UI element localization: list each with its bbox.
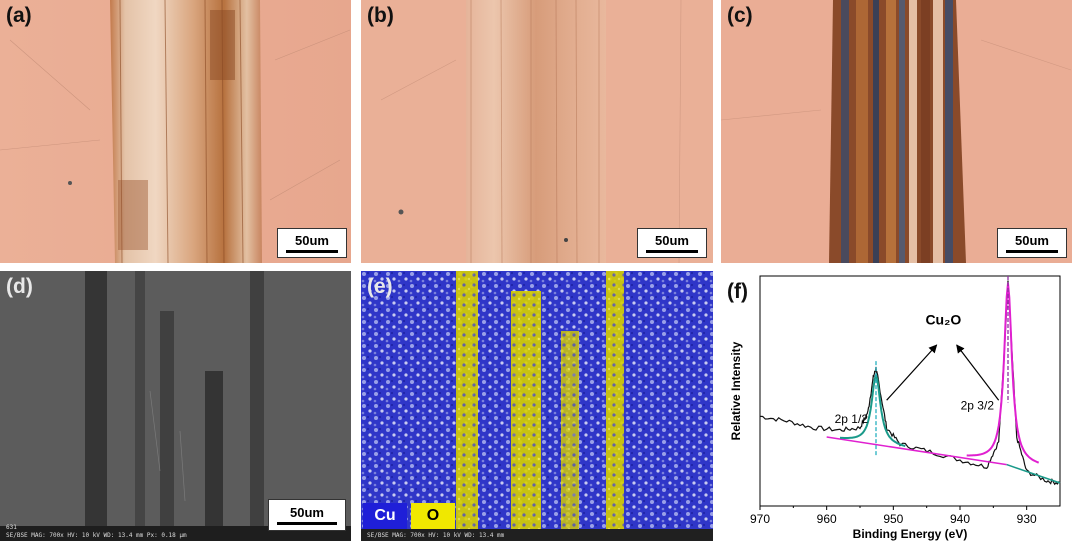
panel-b-optical-micrograph: (b) 50um	[361, 0, 713, 263]
panel-d-scale-line	[277, 521, 337, 525]
panel-b-scale-bar: 50um	[637, 228, 707, 258]
panel-a-optical-micrograph: (a) 50um	[0, 0, 351, 263]
panel-c-optical-micrograph: (c) 50um	[721, 0, 1072, 263]
background-line-teal	[1006, 463, 1061, 484]
legend-o-chip: O	[411, 503, 455, 529]
panel-c-scale-bar: 50um	[997, 228, 1067, 258]
panel-f-xps-chart: 970 960 950 940 930 Binding Energy (eV) Relati…	[721, 266, 1072, 541]
annotation-compound: Cu₂O	[925, 311, 961, 327]
panel-c-image	[721, 0, 1072, 263]
panel-d-label: (d)	[6, 275, 33, 298]
arrow-peak1	[886, 344, 938, 401]
panel-d-info-params: SE/BSE MAG: 700x HV: 10 kV WD: 13.4 mm P…	[6, 532, 187, 539]
x-tick-label: 950	[883, 512, 903, 526]
x-tick-label: 940	[950, 512, 970, 526]
fit-peak-2p12	[839, 372, 906, 448]
panel-e-label: (e)	[367, 275, 393, 298]
panel-a-image	[0, 0, 351, 263]
arrow-peak2	[956, 344, 1000, 401]
panel-b-image	[361, 0, 713, 263]
x-tick-label: 960	[817, 512, 837, 526]
panel-b-label: (b)	[367, 4, 394, 27]
panel-b-scale-line	[646, 249, 698, 253]
background-line-magenta	[826, 436, 1007, 466]
panel-c-scale-line	[1006, 249, 1058, 253]
plot-frame	[759, 275, 1061, 507]
panel-e-image	[361, 271, 713, 541]
panel-c-label: (c)	[727, 4, 753, 27]
legend-cu-chip: Cu	[363, 503, 407, 529]
y-axis-label: Relative Intensity	[729, 341, 743, 440]
panel-e-eds-map: (e) Cu O SE/BSE MAG: 700x HV: 10 kV WD: …	[361, 271, 713, 541]
panel-a-scale-text: 50um	[295, 232, 329, 248]
annotation-peak1: 2p 1/2	[835, 412, 869, 426]
panel-d-sem-image: (d) 631 SE/BSE MAG: 700x HV: 10 kV WD: 1…	[0, 271, 351, 541]
raw-spectrum-line	[759, 280, 1061, 486]
panel-d-info-id: 631	[6, 524, 17, 531]
panel-d-image	[0, 271, 351, 541]
panel-c-scale-text: 50um	[1015, 232, 1049, 248]
x-tick-label: 970	[750, 512, 770, 526]
panel-e-info-params: SE/BSE MAG: 700x HV: 10 kV WD: 13.4 mm	[367, 532, 505, 539]
panel-a-scale-bar: 50um	[277, 228, 347, 258]
panel-f-label: (f)	[727, 280, 748, 303]
panel-d-scale-text: 50um	[290, 504, 324, 520]
annotation-peak2: 2p 3/2	[961, 398, 995, 412]
xps-chart: 970 960 950 940 930 Binding Energy (eV) Relati…	[729, 275, 1061, 541]
x-tick-label: 930	[1017, 512, 1037, 526]
fit-peak-2p32	[966, 283, 1040, 464]
x-axis-label: Binding Energy (eV)	[853, 527, 968, 541]
panel-b-scale-text: 50um	[655, 232, 689, 248]
panel-d-scale-bar: 50um	[268, 499, 346, 531]
panel-a-label: (a)	[6, 4, 32, 27]
panel-a-scale-line	[286, 249, 338, 253]
